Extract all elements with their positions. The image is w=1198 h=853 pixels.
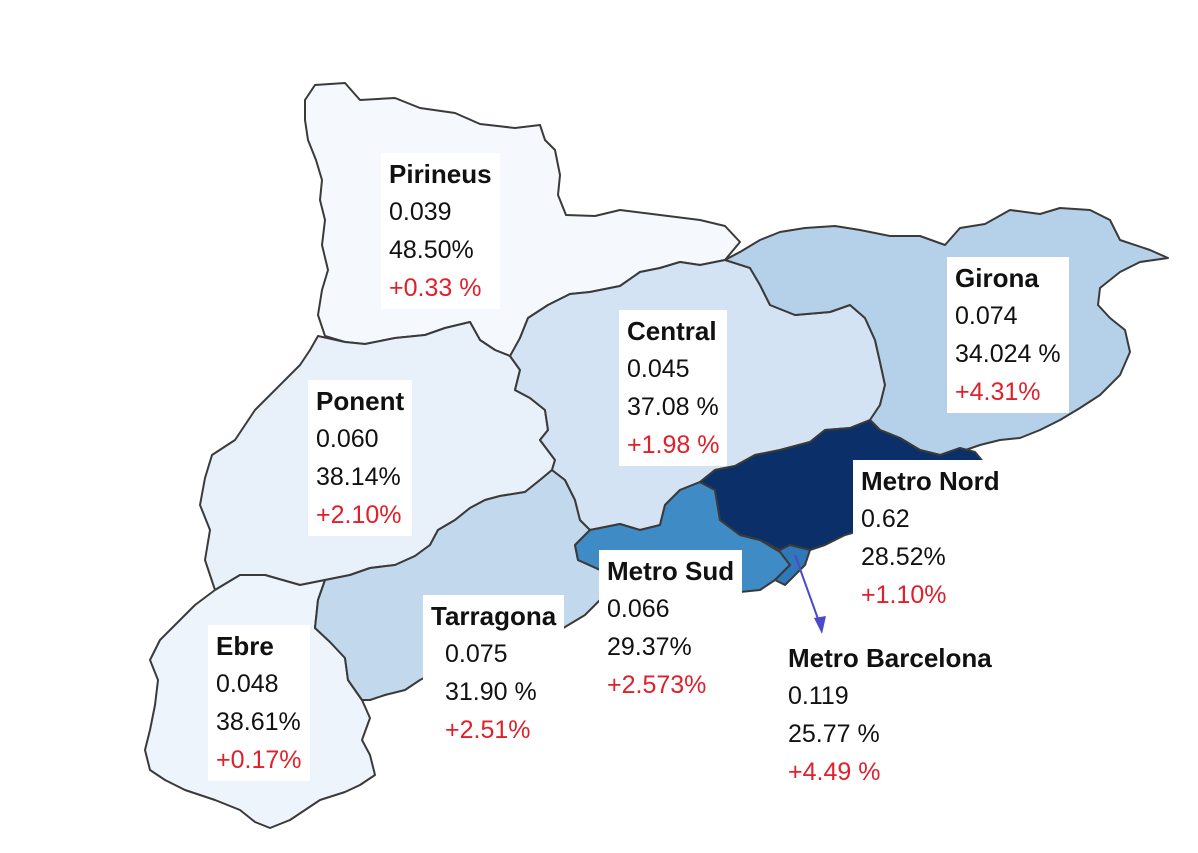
region-value: 0.045 xyxy=(627,355,690,383)
label-ebre: Ebre 0.048 38.61% +0.17% xyxy=(208,625,310,781)
region-name: Ebre xyxy=(216,631,274,661)
region-share: 31.90 % xyxy=(445,678,537,706)
label-tarragona: Tarragona 0.075 31.90 % +2.51% xyxy=(423,595,565,751)
label-girona: Girona 0.074 34.024 % +4.31% xyxy=(947,257,1069,413)
region-name: Girona xyxy=(955,263,1039,293)
label-metro-sud: Metro Sud 0.066 29.37% +2.573% xyxy=(599,550,743,706)
region-change: +1.10% xyxy=(861,581,947,609)
region-share: 48.50% xyxy=(389,236,474,264)
label-pirineus: Pirineus 0.039 48.50% +0.33 % xyxy=(381,153,500,309)
region-share: 38.14% xyxy=(316,463,401,491)
region-value: 0.060 xyxy=(316,425,379,453)
label-metro-barcelona: Metro Barcelona 0.119 25.77 % +4.49 % xyxy=(780,637,1000,793)
region-change: +2.10% xyxy=(316,501,402,529)
region-change: +4.49 % xyxy=(788,758,881,786)
region-name: Ponent xyxy=(316,386,405,416)
region-name: Central xyxy=(627,316,717,346)
region-share: 25.77 % xyxy=(788,720,880,748)
region-name: Metro Nord xyxy=(861,466,1000,496)
label-ponent: Ponent 0.060 38.14% +2.10% xyxy=(308,380,413,536)
region-change: +1.98 % xyxy=(627,431,720,459)
region-change: +2.51% xyxy=(445,716,531,744)
region-value: 0.039 xyxy=(389,198,452,226)
region-value: 0.62 xyxy=(861,505,910,533)
region-value: 0.074 xyxy=(955,302,1018,330)
region-value: 0.075 xyxy=(445,640,508,668)
region-share: 38.61% xyxy=(216,708,301,736)
region-name: Tarragona xyxy=(431,601,557,631)
metro-barcelona-arrowhead xyxy=(814,616,826,634)
region-name: Metro Barcelona xyxy=(788,643,992,673)
region-share: 29.37% xyxy=(607,633,692,661)
label-central: Central 0.045 37.08 % +1.98 % xyxy=(619,310,728,466)
region-share: 37.08 % xyxy=(627,393,719,421)
region-name: Metro Sud xyxy=(607,556,735,586)
region-share: 34.024 % xyxy=(955,340,1061,368)
region-value: 0.119 xyxy=(788,682,849,710)
region-change: +0.33 % xyxy=(389,274,482,302)
region-value: 0.066 xyxy=(607,595,670,623)
region-metro-barcelona[interactable] xyxy=(759,539,811,586)
region-name: Pirineus xyxy=(389,159,492,189)
region-change: +2.573% xyxy=(607,671,707,699)
label-metro-nord: Metro Nord 0.62 28.52% +1.10% xyxy=(853,460,1008,616)
region-share: 28.52% xyxy=(861,543,946,571)
region-change: +0.17% xyxy=(216,746,302,774)
region-value: 0.048 xyxy=(216,670,279,698)
region-change: +4.31% xyxy=(955,378,1041,406)
